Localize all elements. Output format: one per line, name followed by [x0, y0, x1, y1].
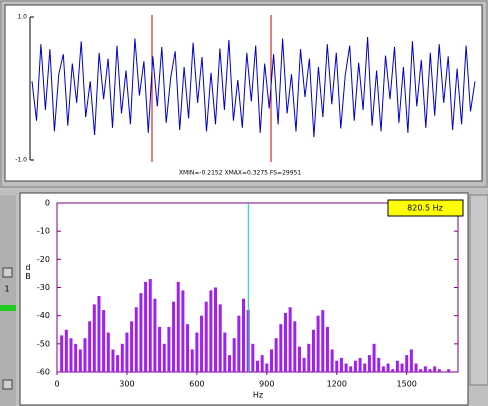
x-tick-label: 300	[119, 380, 134, 389]
scrollbar[interactable]	[469, 194, 488, 386]
readout-box	[387, 199, 464, 217]
waveform	[31, 36, 476, 138]
side-panel	[0, 195, 16, 406]
y-axis-label: dB	[24, 263, 33, 281]
y-tick-label: -50	[37, 339, 50, 348]
level-bar	[0, 305, 16, 311]
x-tick-label: 900	[259, 380, 274, 389]
x-tick-label: 600	[189, 380, 204, 389]
y-tick-label: 1.0	[17, 14, 27, 21]
y-tick-label: -10	[37, 227, 50, 236]
y-tick-label: 0	[45, 199, 50, 208]
y-tick-label: -30	[37, 283, 50, 292]
x-axis-label: Hz	[253, 391, 263, 400]
cursor-readout: 820.5 Hz	[407, 204, 443, 213]
x-tick-label: 0	[54, 380, 59, 389]
status-text: XMIN=-0.2152 XMAX=0.3275 FS=29951	[179, 170, 302, 177]
x-tick-label: 1200	[327, 380, 347, 389]
side-label: 1	[4, 285, 9, 294]
y-tick-label: -1.0	[15, 157, 27, 164]
y-tick-label: -40	[37, 311, 50, 320]
side-button[interactable]	[2, 267, 13, 278]
side-button[interactable]	[2, 379, 13, 390]
y-tick-label: -20	[37, 255, 50, 264]
x-tick-label: 1500	[397, 380, 417, 389]
y-tick-label: -60	[37, 368, 50, 377]
wave-plot-area	[4, 4, 483, 182]
